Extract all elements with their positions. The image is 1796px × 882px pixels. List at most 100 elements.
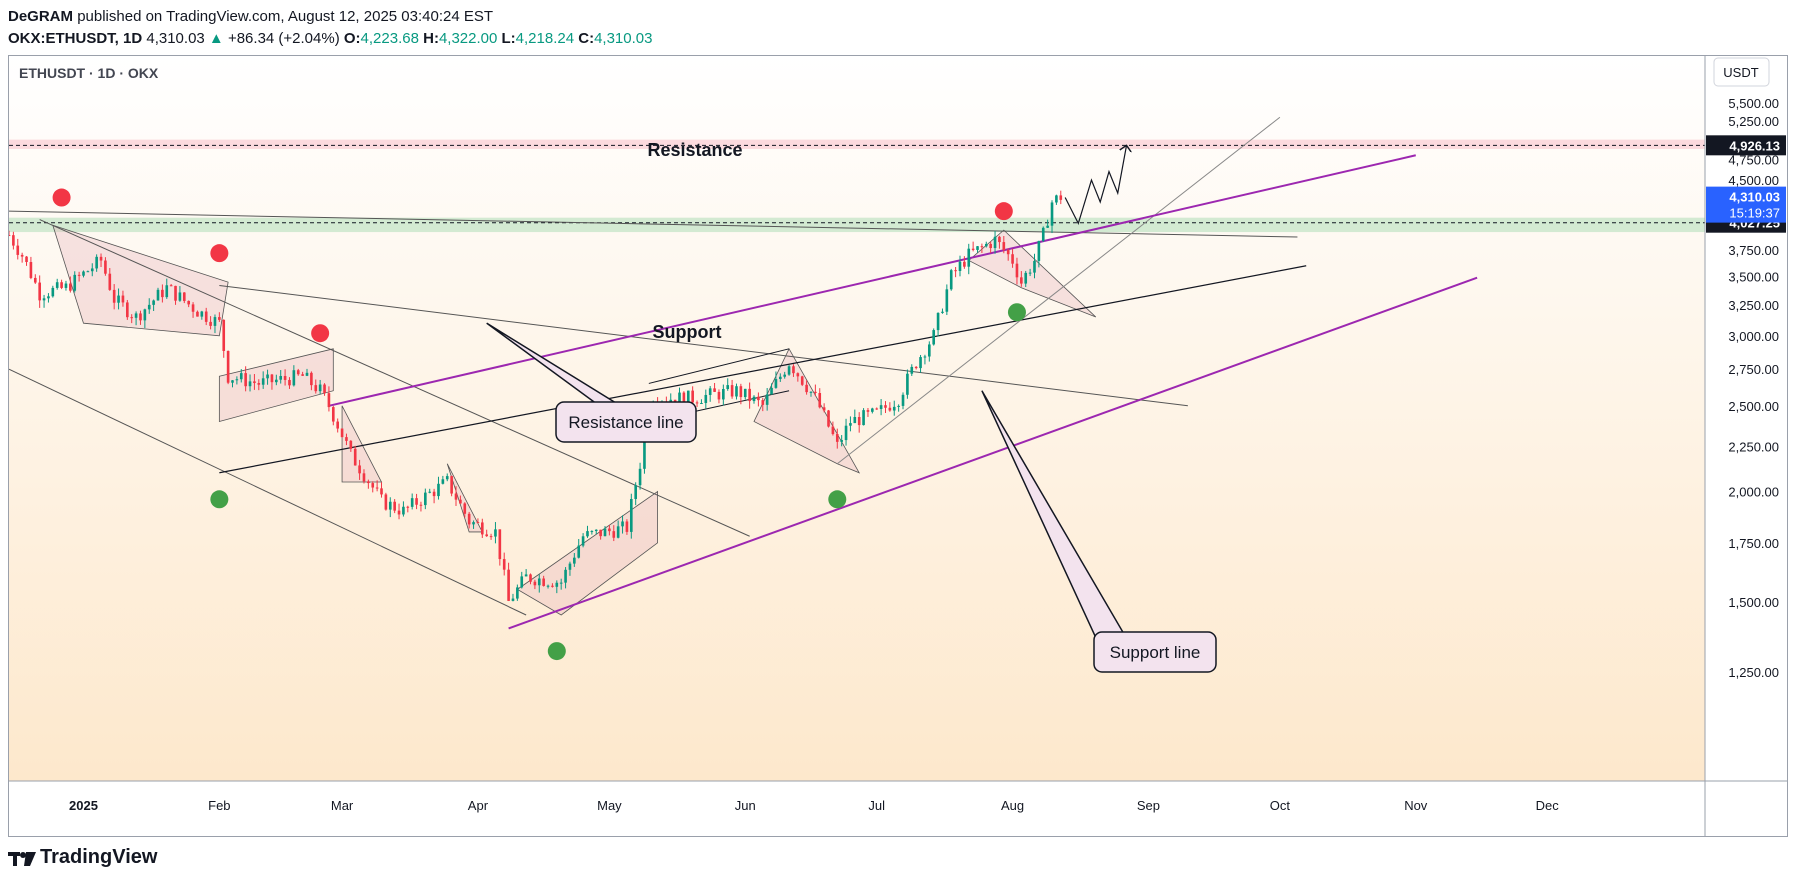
price-tick-label: 2,000.00 — [1728, 484, 1779, 499]
steep-rising-line[interactable] — [836, 116, 1281, 465]
steep-descending-line[interactable] — [39, 219, 750, 537]
candle-body — [143, 309, 147, 321]
candle-body — [691, 390, 694, 403]
candle-body — [288, 379, 291, 386]
author-name[interactable]: DeGRAM — [8, 8, 74, 25]
time-tick-label: May — [597, 798, 622, 813]
candle-body — [239, 373, 243, 380]
price-chart[interactable]: Resistance Support Resistance line Support … — [9, 56, 1787, 836]
time-tick-label: 2025 — [69, 798, 98, 813]
candle-body — [1028, 272, 1032, 274]
resistance-trend-line[interactable] — [219, 284, 1188, 407]
candle-body — [213, 317, 217, 326]
candle-body — [323, 384, 326, 394]
swing-high-marker[interactable] — [210, 244, 229, 263]
close-value: 4,310.03 — [594, 30, 653, 47]
resistance-line-callout-text: Resistance line — [568, 413, 683, 432]
swing-high-marker[interactable] — [311, 324, 330, 343]
candle-body — [608, 528, 611, 532]
swing-low-marker[interactable] — [210, 490, 229, 509]
candle-body — [310, 372, 313, 386]
candle-body — [292, 370, 296, 386]
support-line-callout-box — [1093, 631, 1217, 673]
candle-body — [318, 384, 322, 392]
candle-body — [279, 375, 283, 380]
candle-body — [770, 387, 773, 395]
current-price-badge[interactable] — [1706, 186, 1786, 223]
candle-body — [104, 260, 107, 274]
candle-body — [507, 569, 510, 601]
price-tick-label: 1,500.00 — [1728, 595, 1779, 610]
candle-body — [529, 574, 532, 582]
june-flag-upper[interactable] — [648, 348, 790, 384]
candle-body — [524, 574, 528, 577]
time-tick-label: Jun — [735, 798, 756, 813]
lower-descending-line[interactable] — [9, 368, 527, 616]
candle-body — [590, 531, 594, 533]
pattern-wedge-apr[interactable] — [446, 463, 483, 533]
candle-body — [866, 410, 870, 412]
candle-body — [467, 513, 471, 525]
support-zone — [9, 217, 1705, 233]
candle-body — [248, 381, 252, 387]
candle-body — [25, 256, 28, 263]
candle-body — [980, 246, 984, 248]
candle-body — [485, 534, 488, 537]
swing-low-marker[interactable] — [828, 490, 847, 509]
price-tick-label: 4,500.00 — [1728, 173, 1779, 188]
swing-low-marker[interactable] — [547, 642, 566, 661]
swing-low-marker[interactable] — [1007, 303, 1026, 322]
candle-body — [498, 529, 502, 560]
candle-body — [147, 304, 151, 310]
pattern-wedge-mar[interactable] — [341, 405, 383, 483]
candle-body — [555, 582, 559, 587]
candle-body — [1037, 240, 1041, 261]
candle-body — [849, 423, 852, 426]
candle-body — [196, 311, 199, 317]
candle-body — [1041, 227, 1045, 241]
resistance-price-badge[interactable] — [1706, 135, 1786, 156]
pattern-triangle-jan[interactable] — [52, 224, 229, 337]
close-label: C: — [578, 30, 595, 47]
candle-body — [253, 381, 256, 384]
candle-body — [989, 243, 992, 249]
resistance-line-callout[interactable]: Resistance line — [486, 322, 697, 443]
candle-body — [792, 366, 795, 374]
candle-body — [682, 392, 686, 406]
candle-body — [218, 317, 221, 320]
swing-high-marker[interactable] — [994, 202, 1013, 221]
candle-body — [695, 402, 699, 404]
candle-body — [331, 407, 335, 422]
candle-body — [1033, 260, 1036, 273]
support-line-callout-text: Support line — [1110, 643, 1201, 662]
projection-path[interactable] — [1064, 145, 1126, 225]
candle-body — [888, 407, 892, 411]
time-tick-label: Oct — [1270, 798, 1291, 813]
resistance-zone-label: Resistance — [647, 140, 742, 160]
swing-high-marker[interactable] — [52, 188, 71, 207]
candle-body — [270, 374, 274, 383]
unit-button[interactable] — [1713, 57, 1770, 87]
chart-frame[interactable]: Resistance Support Resistance line Support … — [8, 55, 1788, 837]
channel-lower-line[interactable] — [508, 276, 1478, 630]
candle-body — [1024, 272, 1028, 284]
candle-body — [9, 235, 11, 237]
tradingview-logo-icon[interactable] — [8, 850, 36, 868]
candle-body — [235, 379, 239, 381]
candle-body — [520, 576, 524, 588]
candle-body — [713, 388, 716, 392]
candle-body — [95, 256, 98, 269]
time-tick-label: Aug — [1001, 798, 1024, 813]
candle-body — [814, 391, 817, 394]
support-line-callout[interactable]: Support line — [981, 390, 1217, 673]
channel-upper-line[interactable] — [328, 154, 1416, 407]
candle-body — [616, 526, 620, 538]
candle-body — [204, 311, 208, 322]
support-zone-label: Support — [653, 322, 722, 342]
candle-body — [954, 270, 957, 272]
candle-body — [283, 375, 287, 380]
candle-body — [884, 405, 887, 408]
time-tick-label: Jul — [868, 798, 885, 813]
candle-body — [375, 487, 379, 489]
rising-support-line[interactable] — [219, 265, 1307, 474]
